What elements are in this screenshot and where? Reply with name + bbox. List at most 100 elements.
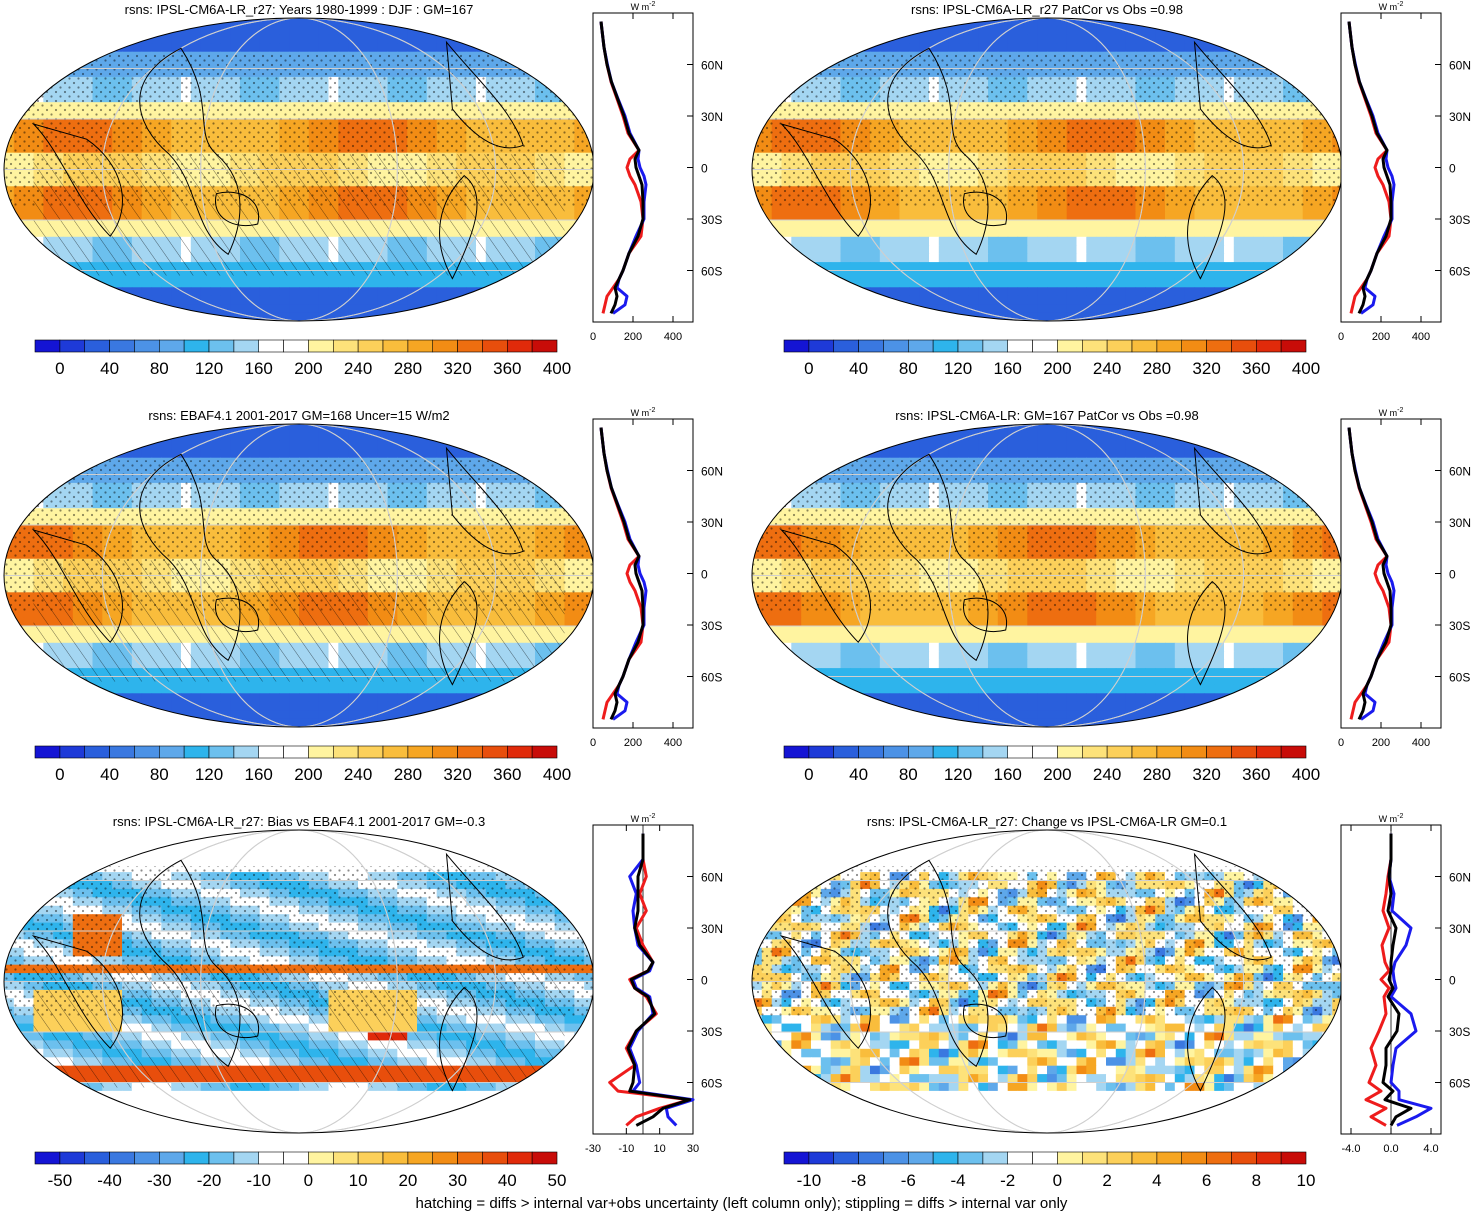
map-cell xyxy=(811,220,822,229)
map-cell xyxy=(1214,245,1225,255)
map-cell xyxy=(476,34,487,44)
map-cell xyxy=(978,295,989,305)
map-cell xyxy=(1224,270,1235,280)
map-cell xyxy=(938,34,950,44)
map-cell xyxy=(771,60,783,70)
map-cell xyxy=(938,43,950,53)
colorbar-box xyxy=(957,339,984,353)
colorbar-box xyxy=(1280,339,1307,353)
map-cell xyxy=(220,278,231,288)
map-cell xyxy=(299,424,310,433)
map-cell xyxy=(348,304,359,314)
map-cell xyxy=(1224,228,1235,238)
map-cell xyxy=(554,449,566,459)
map-cell xyxy=(289,43,300,53)
map-cell xyxy=(358,287,369,297)
map-cell xyxy=(850,295,861,305)
map-cell xyxy=(1086,220,1097,229)
map-cell xyxy=(978,26,989,36)
colorbar-box xyxy=(1057,339,1083,353)
map-cell xyxy=(426,312,438,321)
map-cell xyxy=(1027,253,1038,263)
map-cell xyxy=(515,457,526,467)
map-cell xyxy=(1243,253,1255,263)
map-cell xyxy=(909,203,920,213)
map-cell xyxy=(948,270,960,280)
map-cell xyxy=(830,304,842,314)
map-cell xyxy=(485,449,497,459)
map-cell xyxy=(190,295,202,305)
map-cell xyxy=(1312,312,1323,321)
map-cell xyxy=(1263,278,1274,288)
map-cell xyxy=(407,278,418,288)
map-cell xyxy=(1184,18,1196,27)
map-cell xyxy=(63,287,74,297)
map-cell xyxy=(456,34,467,44)
map-cell xyxy=(1292,304,1304,314)
map-cell xyxy=(131,312,143,321)
map-cell xyxy=(801,43,812,53)
map-cell xyxy=(1174,245,1186,255)
map-cell xyxy=(1204,270,1215,280)
map-cell xyxy=(1145,253,1156,263)
map-cell xyxy=(1007,304,1019,314)
map-cell xyxy=(1243,295,1255,305)
map-cell xyxy=(397,449,408,459)
map-cell xyxy=(1076,245,1087,255)
map-cell xyxy=(102,312,113,321)
map-cell xyxy=(190,18,202,27)
map-cell xyxy=(574,424,585,433)
map-cell xyxy=(151,440,162,450)
map-cell xyxy=(397,43,408,53)
map-cell xyxy=(446,287,457,297)
map-cell xyxy=(791,211,802,221)
map-cell xyxy=(446,424,457,433)
map-cell xyxy=(997,304,1009,314)
map-cell xyxy=(210,287,221,297)
map-cell xyxy=(318,287,330,297)
map-cell xyxy=(1135,262,1146,272)
map-cell xyxy=(122,449,133,459)
map-cell xyxy=(13,482,25,492)
map-cell xyxy=(879,312,891,321)
map-cell xyxy=(23,491,35,501)
map-cell xyxy=(860,312,871,321)
colorbar-box xyxy=(1007,339,1033,353)
map-cell xyxy=(554,287,566,297)
map-cell xyxy=(289,449,300,459)
map-cell xyxy=(860,278,871,288)
map-cell xyxy=(1027,228,1038,238)
map-cell xyxy=(535,432,546,442)
map-cell xyxy=(1115,295,1127,305)
map-cell xyxy=(190,43,202,53)
map-cell xyxy=(958,287,969,297)
map-cell xyxy=(1086,270,1097,280)
map-cell xyxy=(1204,26,1215,36)
map-cell xyxy=(1253,262,1264,272)
map-cell xyxy=(1214,211,1225,221)
map-cell xyxy=(1165,34,1176,44)
map-cell xyxy=(1165,287,1176,297)
map-cell xyxy=(899,278,910,288)
map-cell xyxy=(811,295,822,305)
map-cell xyxy=(860,245,871,255)
map-cell xyxy=(13,466,25,476)
map-cell xyxy=(515,424,526,433)
map-cell xyxy=(761,85,773,95)
map-cell xyxy=(860,18,871,27)
map-cell xyxy=(1194,26,1205,36)
map-cell xyxy=(1253,245,1264,255)
map-cell xyxy=(131,449,143,459)
map-cell xyxy=(436,18,448,27)
map-cell xyxy=(466,304,477,314)
profile-ytick-label: 60S xyxy=(1449,265,1470,279)
map-cell xyxy=(1214,287,1225,297)
map-cell xyxy=(811,312,822,321)
map-cell xyxy=(1066,253,1078,263)
map-cell xyxy=(1253,18,1264,27)
map-cell xyxy=(495,295,507,305)
map-cell xyxy=(495,432,507,442)
map-cell xyxy=(820,287,832,297)
map-cell xyxy=(33,270,44,280)
map-cell xyxy=(850,26,861,36)
